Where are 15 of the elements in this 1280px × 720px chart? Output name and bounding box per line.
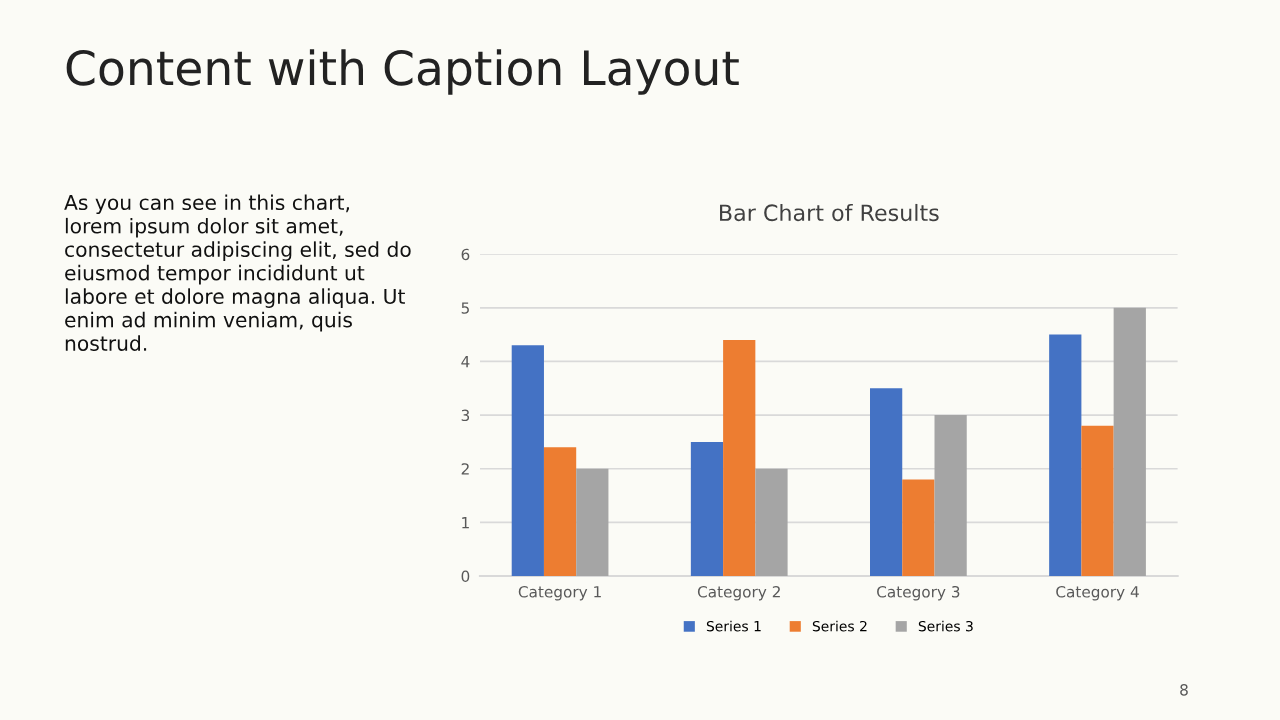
chart-title: Bar Chart of Results <box>720 203 939 222</box>
bar <box>690 441 724 576</box>
bar <box>1049 334 1082 576</box>
bar <box>1113 307 1146 576</box>
text: Content with Caption Layout <box>66 49 739 95</box>
bar <box>576 468 609 576</box>
bar <box>870 388 903 576</box>
bar <box>1081 425 1114 576</box>
bar <box>755 468 788 576</box>
bar <box>511 345 544 576</box>
bar <box>902 479 935 576</box>
bar <box>723 339 756 576</box>
bar <box>934 415 967 576</box>
text: As you can see in this chart, lorem ipsum dolor sit amet, consectetur adipiscing elit, sed do eiusmod tempor incididunt ut labore et dolore magna aliqua. Ut enim ad minim veniam, quis nostrud. <box>64 194 411 351</box>
bar <box>543 447 577 576</box>
